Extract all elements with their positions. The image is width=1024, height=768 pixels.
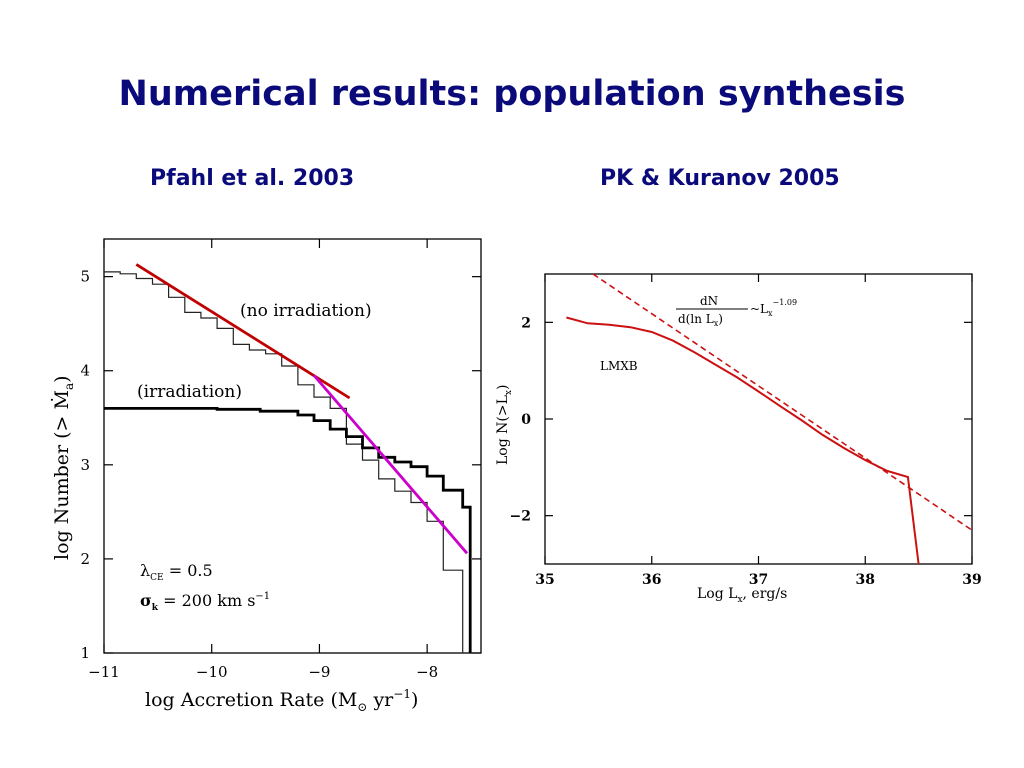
- right-y-tick-label: −2: [510, 509, 531, 525]
- right-x-tick-label: 36: [642, 572, 661, 588]
- no-irradiation-label: (no irradiation): [240, 301, 372, 321]
- left-y-tick-label: 2: [80, 550, 90, 568]
- slide-title: Numerical results: population synthesis: [118, 74, 906, 114]
- right-y-axis-label: Log N(>Lx): [495, 385, 514, 465]
- formula-denominator: d(ln Lx): [678, 312, 723, 328]
- right-series: [566, 273, 973, 565]
- right-chart-caption: PK & Kuranov 2005: [600, 166, 840, 191]
- formula-relation: ~Lx−1.09: [750, 298, 797, 318]
- left-series-3-fit: [312, 374, 469, 555]
- right-x-tick-label: 39: [962, 572, 981, 588]
- left-y-tick-label: 1: [80, 644, 90, 662]
- lambda-annotation: λCE = 0.5: [140, 561, 213, 583]
- left-series-1-step-thick: [104, 406, 472, 653]
- left-series: [104, 263, 472, 653]
- left-x-tick-label: −8: [416, 663, 438, 681]
- right-x-tick-label: 35: [535, 572, 554, 588]
- left-plot-frame: [103, 238, 482, 654]
- left-series-0-step-thin: [104, 271, 464, 653]
- left-x-tick-label: −9: [308, 663, 330, 681]
- left-chart: −11 −10 −9 −8 1 2 3 4 5 (no irradiation) (irradi…: [50, 238, 482, 714]
- lmxb-label: LMXB: [600, 359, 638, 373]
- left-y-tick-label: 4: [80, 362, 90, 380]
- left-x-tick-label: −11: [88, 663, 120, 681]
- power-law-formula: dN d(ln Lx) ~Lx−1.09: [676, 294, 797, 328]
- right-series-1-dashed: [592, 273, 973, 531]
- left-ticks: [103, 239, 481, 654]
- right-y-tick-label: 0: [521, 412, 531, 428]
- left-tick-labels: −11 −10 −9 −8 1 2 3 4 5: [80, 268, 438, 681]
- left-y-tick-label: 5: [80, 268, 90, 286]
- formula-numerator: dN: [700, 294, 718, 308]
- irradiation-label: (irradiation): [137, 382, 242, 402]
- right-plot-frame: [544, 273, 973, 565]
- left-y-tick-label: 3: [80, 456, 90, 474]
- right-x-tick-label: 38: [856, 572, 875, 588]
- right-series-0-solid: [566, 316, 920, 565]
- left-y-axis-label: log Number (> Ṁa): [50, 375, 76, 560]
- right-x-tick-label: 37: [749, 572, 768, 588]
- right-tick-labels: 35 36 37 38 39 2 0 −2: [510, 315, 982, 588]
- right-ticks: [544, 274, 973, 564]
- left-x-tick-label: −10: [196, 663, 228, 681]
- left-x-axis-label: log Accretion Rate (M⊙ yr−1): [145, 687, 418, 714]
- right-y-tick-label: 2: [521, 315, 531, 331]
- right-chart: 35 36 37 38 39 2 0 −2 LMXB dN d(ln Lx) ~Lx−1.09…: [495, 273, 982, 605]
- left-chart-caption: Pfahl et al. 2003: [150, 166, 355, 191]
- right-x-axis-label: Log Lx, erg/s: [697, 586, 787, 605]
- sigma-annotation: σk = 200 km s−1: [140, 591, 270, 613]
